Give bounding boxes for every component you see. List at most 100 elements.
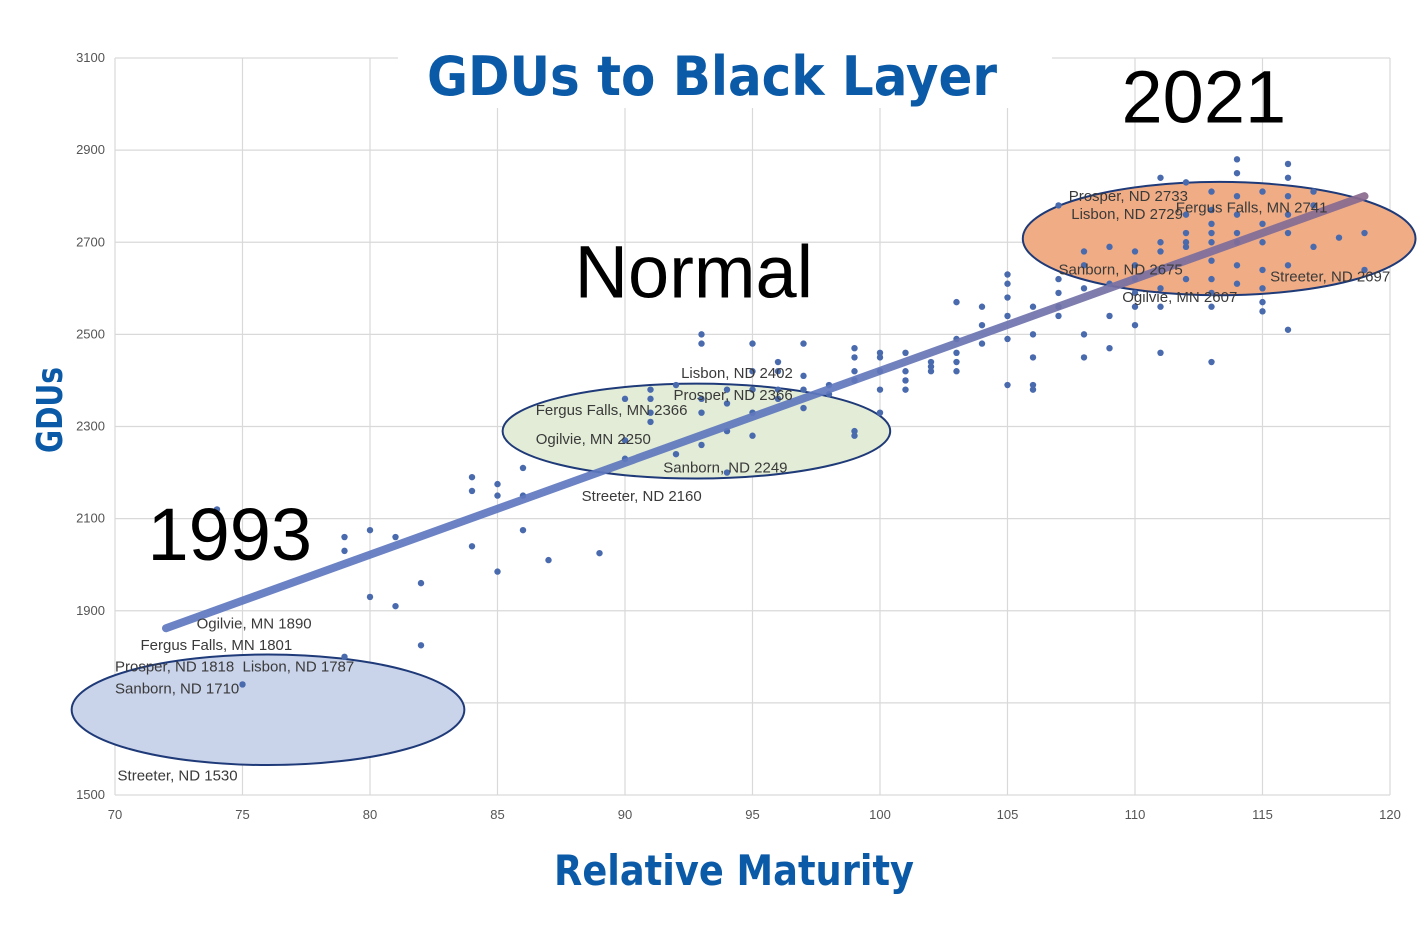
data-point	[978, 303, 986, 310]
data-point	[723, 469, 731, 476]
data-point	[723, 400, 731, 407]
data-point	[698, 409, 705, 416]
data-point	[851, 368, 858, 375]
data-point	[851, 344, 858, 352]
data-point	[800, 340, 807, 347]
data-point	[1259, 239, 1266, 246]
data-point	[1259, 220, 1266, 228]
data-point	[1004, 280, 1011, 287]
data-point	[1106, 344, 1113, 352]
data-point	[1208, 220, 1215, 228]
data-point	[1208, 188, 1215, 195]
annotation-1993: 1993	[147, 493, 312, 576]
annotation-normal: Normal	[575, 231, 813, 314]
data-point	[1131, 321, 1139, 329]
region-ellipses	[70, 180, 1417, 767]
data-point	[902, 377, 909, 384]
data-point	[1080, 331, 1088, 338]
data-point	[774, 395, 782, 403]
data-point	[1004, 381, 1011, 389]
data-point	[468, 543, 476, 550]
location-label: Lisbon, ND 2402	[681, 365, 793, 382]
data-point	[1310, 243, 1317, 251]
data-point	[851, 427, 858, 435]
y-tick-label: 2500	[76, 326, 105, 341]
location-label: Sanborn, ND 2675	[1059, 261, 1183, 278]
data-point	[851, 354, 858, 361]
data-point	[1284, 262, 1292, 269]
data-point	[392, 533, 399, 541]
data-point	[1284, 174, 1292, 181]
data-point	[1029, 303, 1037, 310]
y-tick-label: 2900	[76, 142, 105, 157]
x-tick-label: 70	[108, 807, 122, 822]
data-point	[774, 358, 782, 366]
data-point	[774, 368, 782, 375]
data-point	[417, 579, 425, 587]
data-point	[1208, 275, 1215, 283]
data-point	[953, 358, 960, 366]
data-point	[417, 642, 425, 649]
data-point	[1208, 206, 1215, 214]
data-point	[1182, 229, 1190, 237]
data-point	[927, 368, 935, 375]
data-point	[1131, 303, 1139, 310]
data-point	[519, 464, 527, 472]
data-point	[1361, 229, 1368, 237]
data-point	[774, 386, 782, 393]
y-tick-label: 2700	[76, 234, 105, 249]
data-point	[749, 386, 756, 393]
location-label: Ogilvie, MN 1890	[197, 615, 312, 632]
x-tick-label: 120	[1379, 807, 1401, 822]
data-point	[213, 506, 221, 513]
data-point	[1208, 358, 1215, 366]
region-ellipse-1993	[70, 653, 466, 767]
grid-lines	[114, 57, 1391, 796]
data-point	[1004, 294, 1011, 301]
data-point	[1208, 229, 1215, 237]
data-point	[1055, 289, 1062, 297]
data-point	[1029, 354, 1037, 361]
x-tick-label: 80	[363, 807, 377, 822]
data-point	[1259, 298, 1266, 306]
data-point	[1131, 248, 1139, 255]
data-point	[341, 533, 348, 541]
data-point	[1182, 243, 1190, 251]
trendline-path	[162, 192, 1369, 633]
data-point	[494, 492, 501, 499]
data-point	[749, 340, 756, 347]
data-point	[749, 432, 756, 439]
location-label: Prosper, ND 2733	[1069, 188, 1188, 205]
data-point	[1233, 192, 1241, 200]
y-axis-label: GDUs	[30, 367, 71, 453]
data-point	[1080, 262, 1088, 269]
data-point	[902, 368, 909, 375]
data-point	[1029, 331, 1037, 338]
data-point	[1157, 239, 1164, 246]
y-tick-label: 3100	[76, 50, 105, 65]
data-point	[1233, 280, 1241, 287]
data-point	[647, 409, 654, 416]
data-point	[468, 487, 476, 495]
location-label: Ogilvie, MN 2250	[536, 431, 651, 448]
data-point	[800, 404, 807, 412]
data-point	[1106, 312, 1113, 320]
data-point	[1259, 188, 1266, 195]
data-point	[341, 653, 348, 661]
location-label: Sanborn, ND 2249	[663, 460, 787, 477]
data-point	[1182, 211, 1190, 218]
data-point	[672, 381, 680, 389]
data-point	[1080, 248, 1088, 255]
data-point	[545, 556, 552, 564]
x-tick-label: 110	[1125, 807, 1146, 822]
data-point	[876, 349, 884, 356]
data-point	[1310, 188, 1317, 195]
data-point	[1004, 312, 1011, 320]
data-point	[1131, 289, 1139, 297]
data-point	[239, 681, 246, 688]
data-point	[1361, 266, 1368, 274]
data-point	[1284, 229, 1292, 237]
x-tick-label: 90	[618, 807, 632, 822]
data-point	[1004, 335, 1011, 343]
